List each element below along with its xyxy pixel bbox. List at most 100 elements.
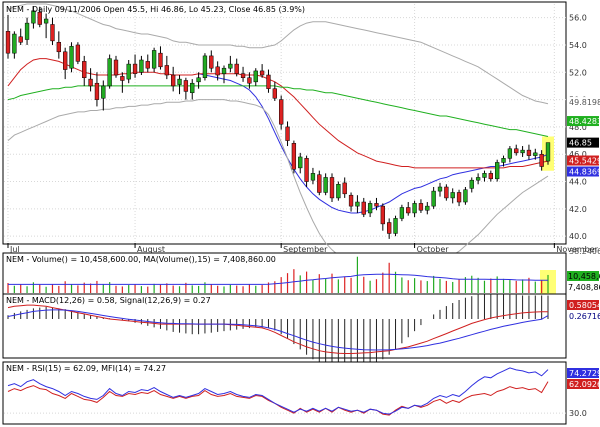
candle-body [183, 80, 189, 92]
candle-body [88, 78, 93, 87]
candle-body [418, 203, 424, 211]
candle-body [469, 179, 474, 189]
volume-ma [8, 273, 548, 285]
rsi-grid: 30.0 [4, 409, 587, 418]
candle-body [94, 82, 100, 100]
candle-body [107, 58, 112, 87]
price-y-tick-label: 52.0 [569, 68, 587, 77]
macd-lines [7, 304, 549, 354]
candle-body [336, 184, 341, 199]
price-value-tags: 49.8198 48.4283 46.85 45.5429 44.8369 38.2406 [567, 97, 600, 256]
macd-value-tags: 0.580547 0.267162 [567, 300, 600, 321]
x-axis-label: August [137, 245, 165, 254]
candle-body [266, 74, 271, 89]
candle-body [120, 76, 125, 81]
price-y-tick-label: 54.0 [569, 41, 587, 50]
candle-body [139, 59, 144, 73]
rsi-series-line [7, 367, 549, 415]
candle-body [380, 205, 385, 225]
price-value-tag-bg [567, 97, 599, 108]
candle-body [228, 63, 233, 69]
candle-body [221, 67, 227, 74]
rsi-value-tag-bg [567, 379, 599, 389]
rsi-value-tag-bg [567, 368, 599, 378]
price-value-tag-bg [567, 246, 599, 256]
candle-body [215, 66, 220, 76]
candle-body [304, 158, 309, 182]
price-value-tag-bg [567, 116, 599, 127]
candle-body [291, 143, 297, 170]
rsi-value-tag: 62.0926 [569, 380, 600, 389]
candle-body [63, 51, 68, 70]
candle-body [132, 63, 138, 74]
rsi-value-tags: 74.2729 62.0926 [567, 368, 600, 389]
candle-body [240, 73, 246, 78]
candle-body [450, 192, 455, 199]
rsi-value-tag: 74.2729 [569, 369, 600, 378]
candle-body [374, 203, 379, 207]
rsi-panel: 30.0 74.2729 62.0926 NEM - RSI(15) = 62.0… [2, 361, 600, 425]
candle-body [126, 63, 131, 80]
price-value-tag-bg [567, 166, 599, 177]
volume-value-tag-bg [567, 271, 599, 281]
candle-body [113, 59, 119, 76]
candle-body [190, 82, 195, 94]
macd-series-line [7, 304, 549, 354]
candle-body [31, 10, 36, 24]
candle-body [355, 201, 360, 207]
candle-body [272, 88, 277, 99]
price-value-tag: 44.8369 [569, 168, 600, 177]
macd-histogram [7, 293, 549, 371]
candle-body [393, 218, 398, 234]
candle-body [43, 18, 49, 24]
candle-body [298, 156, 303, 169]
candle-body [56, 41, 61, 53]
rsi-lines [7, 367, 549, 416]
candle-body [342, 182, 347, 195]
candle-body [5, 31, 11, 54]
candle-body [482, 173, 487, 178]
candle-body [196, 77, 201, 83]
x-axis-label: September [283, 245, 328, 254]
candle-body [50, 24, 55, 42]
volume-ma-line [8, 273, 548, 285]
candle-body [164, 65, 169, 76]
indicator-line [7, 99, 549, 274]
candle-body [101, 85, 106, 99]
macd-header: NEM - MACD(12,26) = 0.58, Signal(12,26,9… [6, 296, 211, 305]
volume-value-tags: 10,458,600 7,408,860 [567, 271, 600, 292]
candle-body [323, 177, 328, 193]
x-axis-label: Jul [9, 245, 20, 254]
x-axis-label: November [556, 245, 598, 254]
candle-body [514, 148, 519, 154]
indicator-line [198, 73, 549, 214]
candle-body [158, 52, 163, 68]
price-y-tick-label: 40.0 [569, 232, 587, 241]
macd-series-line [7, 309, 549, 351]
price-y-tick-label: 42.0 [569, 205, 587, 214]
candle-body [437, 186, 443, 192]
candle-body [285, 126, 290, 141]
candle-body [247, 77, 252, 84]
candle-body [12, 33, 17, 54]
price-value-tag: 38.2406 [569, 247, 600, 256]
candle-body [463, 189, 468, 203]
candle-body [329, 177, 335, 199]
x-axis-labels: Jul August September October November [7, 243, 599, 254]
candle-body [259, 70, 265, 76]
candle-body [177, 78, 182, 85]
price-frame [2, 1, 567, 245]
candle-body [279, 99, 284, 125]
volume-header: NEM - Volume() = 10,458,600.00, MA(Volum… [6, 255, 276, 264]
candle-body [444, 186, 449, 199]
candle-body [545, 142, 551, 162]
macd-value-tag-bg [567, 300, 599, 310]
candle-body [425, 205, 430, 211]
candle-body [520, 149, 525, 154]
price-y-tick-label: 44.0 [569, 178, 587, 187]
candle-body [18, 36, 23, 43]
volume-value-tag-bg [567, 282, 599, 292]
volume-value-tag: 7,408,860 [568, 283, 600, 292]
candle-body [533, 152, 538, 156]
